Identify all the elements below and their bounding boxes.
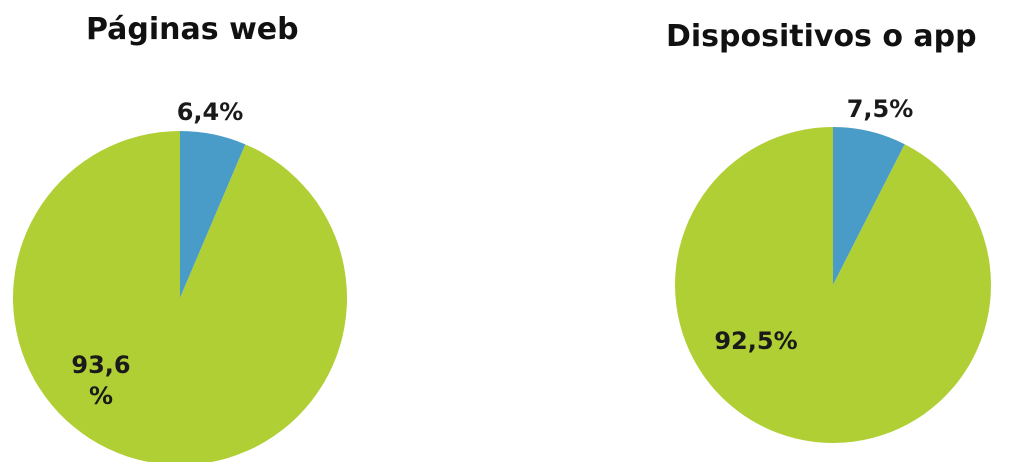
slice-web-main [13, 131, 347, 462]
label-app-other: 7,5% [847, 95, 914, 123]
slice-web-other [180, 131, 246, 298]
chart-title-devices-or-app: Dispositivos o app [666, 19, 977, 54]
pie-chart-web-pages: 6,4% 93,6% [13, 98, 347, 462]
slice-app-main [675, 127, 992, 444]
label-web-other: 6,4% [177, 98, 244, 126]
label-app-main: 92,5% [714, 327, 797, 355]
label-web-main: 93,6% [71, 351, 130, 410]
slice-app-other [833, 127, 905, 285]
pie-chart-devices-or-app: 7,5% 92,5% [675, 95, 992, 444]
chart-title-web-pages: Páginas web [86, 12, 299, 47]
